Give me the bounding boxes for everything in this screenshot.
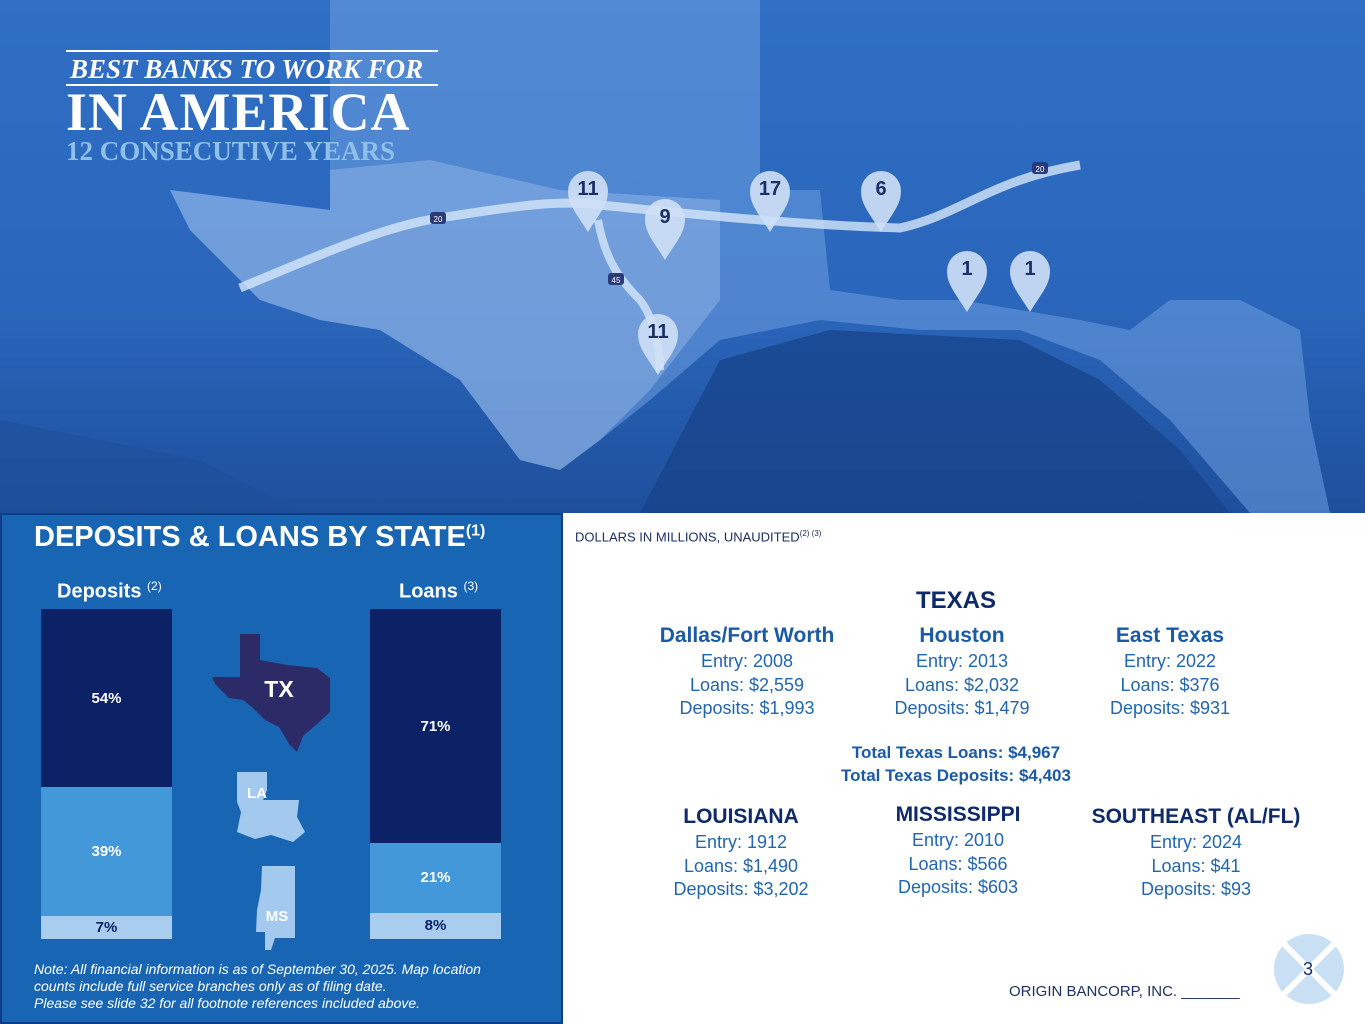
bar-segment-la: 21% <box>370 843 501 913</box>
svg-text:20: 20 <box>434 215 443 224</box>
bar-segment-tx: 71% <box>370 609 501 844</box>
data-label: 7% <box>95 918 118 936</box>
highway-shield-20: 20 <box>1032 162 1048 174</box>
data-label: 39% <box>91 843 122 861</box>
region-southeast: SOUTHEAST (AL/FL) Entry: 2024 Loans: $41 De… <box>1091 805 1301 899</box>
award-line-3: 12 CONSECUTIVE YEARS <box>66 136 396 166</box>
bar-segment-ms: 8% <box>370 912 501 939</box>
louisiana-shape: LA <box>237 772 305 842</box>
deposits-loans-panel: DEPOSITS & LOANS BY STATE(1) Deposits (2… <box>0 513 563 1024</box>
map-pin-icon <box>750 171 790 232</box>
market-summary: DOLLARS IN MILLIONS, UNAUDITED(2) (3) TE… <box>563 513 1365 1024</box>
state-shapes: TX LA MS <box>212 634 330 950</box>
map-pin-icon <box>1010 251 1050 312</box>
gulf-of-mexico <box>640 330 1230 513</box>
map-graphic: 20 45 20 <box>0 0 1330 513</box>
svg-text:45: 45 <box>612 276 621 285</box>
deposits-label: Deposits (2) <box>57 579 162 603</box>
units-note: DOLLARS IN MILLIONS, UNAUDITED(2) (3) <box>575 529 822 545</box>
interstate-20 <box>238 160 1081 293</box>
data-label: 8% <box>424 917 447 935</box>
svg-text:20: 20 <box>1036 165 1045 174</box>
loans-label: Loans (3) <box>399 579 479 603</box>
data-label: 71% <box>420 717 451 735</box>
region-louisiana: LOUISIANA Entry: 1912 Loans: $1,490 Deposit… <box>673 805 809 899</box>
bar-segment-la: 39% <box>41 787 172 916</box>
market-houston: Houston Entry: 2013 Loans: $2,032 Deposits:… <box>894 624 1030 718</box>
water-region <box>0 420 300 513</box>
map-pin-icon <box>638 314 678 375</box>
award-line-2: IN AMERICA <box>66 82 411 142</box>
branch-count-pin: 1 <box>1009 250 1051 312</box>
award-badge: BEST BANKS TO WORK FOR IN AMERICA 12 CON… <box>66 50 438 166</box>
company-footer: ORIGIN BANCORP, INC. _______ <box>1009 983 1240 1000</box>
map-pin-icon <box>861 171 901 232</box>
branch-count-pin: 17 <box>749 170 791 232</box>
texas-totals: Total Texas Loans: $4,967 Total Texas Dep… <box>841 743 1071 785</box>
svg-text:LA: LA <box>247 785 267 802</box>
deposits-bar: 54% 39% 7% <box>41 609 172 939</box>
bar-segment-ms: 7% <box>41 915 172 939</box>
page-number: 3 <box>1303 959 1314 979</box>
award-line-1: BEST BANKS TO WORK FOR <box>66 50 438 86</box>
branch-map: 20 45 20 BEST BANKS TO WORK FOR IN AMERI… <box>0 0 1365 513</box>
data-label: 54% <box>91 689 122 707</box>
panel-title: DEPOSITS & LOANS BY STATE(1) <box>34 521 486 553</box>
highway-shield-20: 20 <box>430 212 446 224</box>
land-region <box>170 0 1330 513</box>
bar-segment-tx: 54% <box>41 609 172 788</box>
footnote: Note: All financial information is as of… <box>34 961 481 1011</box>
market-dallas: Dallas/Fort Worth Entry: 2008 Loans: $2,55… <box>659 624 835 718</box>
market-east-texas: East Texas Entry: 2022 Loans: $376 Deposits… <box>1109 624 1231 718</box>
branch-count-pin: 1 <box>946 250 988 312</box>
branch-count-pin: 11 <box>567 170 609 232</box>
loans-bar: 71% 21% 8% <box>370 609 501 939</box>
texas-heading: TEXAS <box>915 587 996 614</box>
map-pin-icon <box>947 251 987 312</box>
data-label: 21% <box>420 869 451 887</box>
texas-shape: TX <box>212 634 330 752</box>
origin-logo-icon <box>1274 934 1344 1004</box>
branch-count-pin: 9 <box>644 198 686 260</box>
map-pin-icon <box>645 199 685 260</box>
region-mississippi: MISSISSIPPI Entry: 2010 Loans: $566 Deposit… <box>895 803 1021 897</box>
highway-shield-45: 45 <box>608 273 624 285</box>
texas-region <box>170 160 720 470</box>
mississippi-shape: MS <box>256 866 295 950</box>
branch-count-pin: 11 <box>637 313 679 375</box>
svg-text:TX: TX <box>264 676 294 702</box>
svg-text:MS: MS <box>266 908 289 925</box>
map-pin-icon <box>568 171 608 232</box>
branch-count-pin: 6 <box>860 170 902 232</box>
